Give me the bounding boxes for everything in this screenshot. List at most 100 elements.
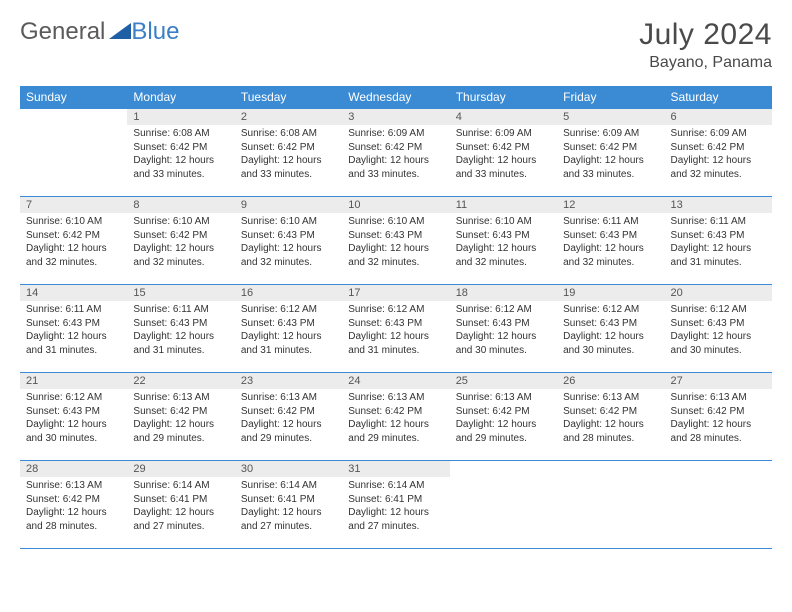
calendar-day-cell: 19Sunrise: 6:12 AMSunset: 6:43 PMDayligh… [557, 285, 664, 373]
sunset-text: Sunset: 6:42 PM [563, 405, 658, 419]
day-content: Sunrise: 6:10 AMSunset: 6:42 PMDaylight:… [20, 213, 127, 273]
daylight-text: Daylight: 12 hours [563, 418, 658, 432]
day-content: Sunrise: 6:13 AMSunset: 6:42 PMDaylight:… [450, 389, 557, 449]
calendar-day-cell: 8Sunrise: 6:10 AMSunset: 6:42 PMDaylight… [127, 197, 234, 285]
sunset-text: Sunset: 6:41 PM [133, 493, 228, 507]
daylight-text: Daylight: 12 hours [241, 506, 336, 520]
triangle-icon [109, 21, 131, 44]
sunset-text: Sunset: 6:43 PM [456, 229, 551, 243]
day-content: Sunrise: 6:11 AMSunset: 6:43 PMDaylight:… [665, 213, 772, 273]
sunset-text: Sunset: 6:43 PM [26, 405, 121, 419]
sunrise-text: Sunrise: 6:14 AM [241, 479, 336, 493]
sunset-text: Sunset: 6:42 PM [133, 141, 228, 155]
daylight-text: and 27 minutes. [348, 520, 443, 534]
day-number: 23 [235, 373, 342, 389]
daylight-text: and 29 minutes. [133, 432, 228, 446]
sunrise-text: Sunrise: 6:13 AM [133, 391, 228, 405]
day-content: Sunrise: 6:09 AMSunset: 6:42 PMDaylight:… [665, 125, 772, 185]
header: General Blue July 2024 Bayano, Panama [20, 18, 772, 72]
daylight-text: and 32 minutes. [456, 256, 551, 270]
sunrise-text: Sunrise: 6:10 AM [241, 215, 336, 229]
sunset-text: Sunset: 6:42 PM [133, 405, 228, 419]
day-content: Sunrise: 6:13 AMSunset: 6:42 PMDaylight:… [557, 389, 664, 449]
weekday-header: Thursday [450, 86, 557, 109]
sunset-text: Sunset: 6:42 PM [133, 229, 228, 243]
sunrise-text: Sunrise: 6:11 AM [26, 303, 121, 317]
sunset-text: Sunset: 6:42 PM [563, 141, 658, 155]
day-number: 12 [557, 197, 664, 213]
day-number: 31 [342, 461, 449, 477]
logo-text-blue: Blue [131, 18, 179, 46]
sunrise-text: Sunrise: 6:14 AM [133, 479, 228, 493]
daylight-text: and 28 minutes. [671, 432, 766, 446]
day-content: Sunrise: 6:10 AMSunset: 6:42 PMDaylight:… [127, 213, 234, 273]
day-number: 19 [557, 285, 664, 301]
calendar-day-cell: 16Sunrise: 6:12 AMSunset: 6:43 PMDayligh… [235, 285, 342, 373]
day-number: 24 [342, 373, 449, 389]
calendar-day-cell: 28Sunrise: 6:13 AMSunset: 6:42 PMDayligh… [20, 461, 127, 549]
calendar-day-cell: 1Sunrise: 6:08 AMSunset: 6:42 PMDaylight… [127, 109, 234, 197]
daylight-text: Daylight: 12 hours [133, 154, 228, 168]
day-content: Sunrise: 6:11 AMSunset: 6:43 PMDaylight:… [127, 301, 234, 361]
day-number: 26 [557, 373, 664, 389]
sunrise-text: Sunrise: 6:10 AM [456, 215, 551, 229]
calendar-day-cell: 3Sunrise: 6:09 AMSunset: 6:42 PMDaylight… [342, 109, 449, 197]
day-number: 10 [342, 197, 449, 213]
daylight-text: Daylight: 12 hours [133, 418, 228, 432]
daylight-text: Daylight: 12 hours [241, 242, 336, 256]
calendar-day-cell: 6Sunrise: 6:09 AMSunset: 6:42 PMDaylight… [665, 109, 772, 197]
day-content: Sunrise: 6:12 AMSunset: 6:43 PMDaylight:… [235, 301, 342, 361]
day-number: 11 [450, 197, 557, 213]
day-content: Sunrise: 6:13 AMSunset: 6:42 PMDaylight:… [235, 389, 342, 449]
daylight-text: Daylight: 12 hours [348, 506, 443, 520]
daylight-text: and 28 minutes. [563, 432, 658, 446]
daylight-text: Daylight: 12 hours [456, 154, 551, 168]
daylight-text: and 30 minutes. [671, 344, 766, 358]
day-number: 17 [342, 285, 449, 301]
calendar-week-row: 28Sunrise: 6:13 AMSunset: 6:42 PMDayligh… [20, 461, 772, 549]
calendar-day-cell: 23Sunrise: 6:13 AMSunset: 6:42 PMDayligh… [235, 373, 342, 461]
day-number: 7 [20, 197, 127, 213]
day-content: Sunrise: 6:13 AMSunset: 6:42 PMDaylight:… [20, 477, 127, 537]
calendar-day-cell: 4Sunrise: 6:09 AMSunset: 6:42 PMDaylight… [450, 109, 557, 197]
weekday-header: Friday [557, 86, 664, 109]
day-number: 18 [450, 285, 557, 301]
daylight-text: Daylight: 12 hours [241, 154, 336, 168]
calendar-day-cell: 17Sunrise: 6:12 AMSunset: 6:43 PMDayligh… [342, 285, 449, 373]
day-content: Sunrise: 6:10 AMSunset: 6:43 PMDaylight:… [235, 213, 342, 273]
sunrise-text: Sunrise: 6:12 AM [563, 303, 658, 317]
sunrise-text: Sunrise: 6:09 AM [348, 127, 443, 141]
daylight-text: Daylight: 12 hours [348, 154, 443, 168]
daylight-text: and 33 minutes. [456, 168, 551, 182]
sunset-text: Sunset: 6:43 PM [348, 229, 443, 243]
sunset-text: Sunset: 6:41 PM [241, 493, 336, 507]
daylight-text: and 29 minutes. [241, 432, 336, 446]
daylight-text: Daylight: 12 hours [348, 330, 443, 344]
day-number: 27 [665, 373, 772, 389]
day-number: 25 [450, 373, 557, 389]
calendar-day-cell: 7Sunrise: 6:10 AMSunset: 6:42 PMDaylight… [20, 197, 127, 285]
sunrise-text: Sunrise: 6:12 AM [348, 303, 443, 317]
weekday-header: Sunday [20, 86, 127, 109]
sunset-text: Sunset: 6:43 PM [456, 317, 551, 331]
day-content: Sunrise: 6:09 AMSunset: 6:42 PMDaylight:… [557, 125, 664, 185]
calendar-day-cell: 10 Sunrise: 6:10 AMSunset: 6:43 PMDayligh… [342, 197, 449, 285]
day-content: Sunrise: 6:10 AMSunset: 6:43 PMDaylight:… [450, 213, 557, 273]
sunrise-text: Sunrise: 6:10 AM [348, 215, 443, 229]
daylight-text: Daylight: 12 hours [26, 242, 121, 256]
sunset-text: Sunset: 6:43 PM [671, 317, 766, 331]
day-number: 6 [665, 109, 772, 125]
daylight-text: and 32 minutes. [241, 256, 336, 270]
daylight-text: and 30 minutes. [563, 344, 658, 358]
daylight-text: Daylight: 12 hours [348, 242, 443, 256]
day-number: 20 [665, 285, 772, 301]
daylight-text: Daylight: 12 hours [348, 418, 443, 432]
daylight-text: and 28 minutes. [26, 520, 121, 534]
title-block: July 2024 Bayano, Panama [639, 18, 772, 72]
day-content: Sunrise: 6:09 AMSunset: 6:42 PMDaylight:… [342, 125, 449, 185]
sunrise-text: Sunrise: 6:13 AM [671, 391, 766, 405]
calendar-day-cell: 26Sunrise: 6:13 AMSunset: 6:42 PMDayligh… [557, 373, 664, 461]
calendar-day-cell: . [665, 461, 772, 549]
sunrise-text: Sunrise: 6:10 AM [26, 215, 121, 229]
daylight-text: Daylight: 12 hours [26, 330, 121, 344]
